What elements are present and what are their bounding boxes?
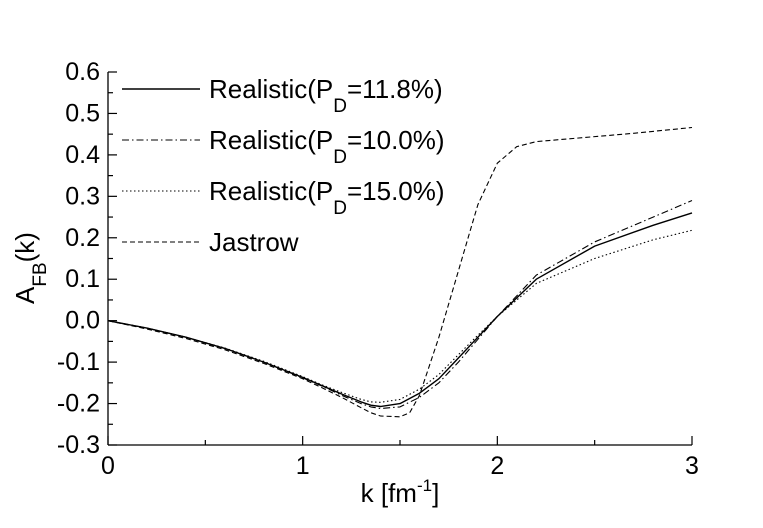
legend-label-2: Realistic(PD=10.0%): [209, 125, 445, 168]
y-tick-label: 0.0: [65, 307, 100, 335]
x-tick-label: 3: [685, 452, 699, 480]
series-line-2: [107, 199, 693, 410]
legend-label-3: Realistic(PD=15.0%): [209, 176, 445, 219]
y-tick-label: 0.2: [65, 224, 100, 252]
x-axis-label: k [fm-1]: [361, 476, 440, 508]
axis-labels: k [fm-1] AFB(k): [10, 232, 439, 508]
y-tick-label: 0.4: [65, 141, 100, 169]
y-axis-label: AFB(k): [10, 232, 51, 304]
y-tick-label: 0.5: [65, 99, 100, 127]
y-tick-label: 0.3: [65, 182, 100, 210]
y-tick-label: 0.1: [65, 265, 100, 293]
x-tick-label: 0: [101, 452, 115, 480]
y-tick-label: 0.6: [65, 58, 100, 86]
y-tick-label: -0.3: [57, 431, 100, 459]
axes: 0 1 2 3 -0.3 -0.2 -0.1 0.0 0.1 0.2 0.3 0.4 0.5 0.6: [57, 58, 699, 480]
y-tick-label: -0.1: [57, 348, 100, 376]
legend-label-1: Realistic(PD=11.8%): [209, 74, 443, 117]
x-tick-label: 1: [296, 452, 310, 480]
series-layer: [107, 126, 693, 418]
series-line-4: [107, 126, 693, 418]
legend-label-4: Jastrow: [209, 227, 299, 257]
x-tick-label: 2: [490, 452, 504, 480]
legend: Realistic(PD=11.8%) Realistic(PD=10.0%) Re…: [122, 74, 445, 257]
series-line-3: [107, 229, 693, 403]
y-tick-label: -0.2: [57, 390, 100, 418]
